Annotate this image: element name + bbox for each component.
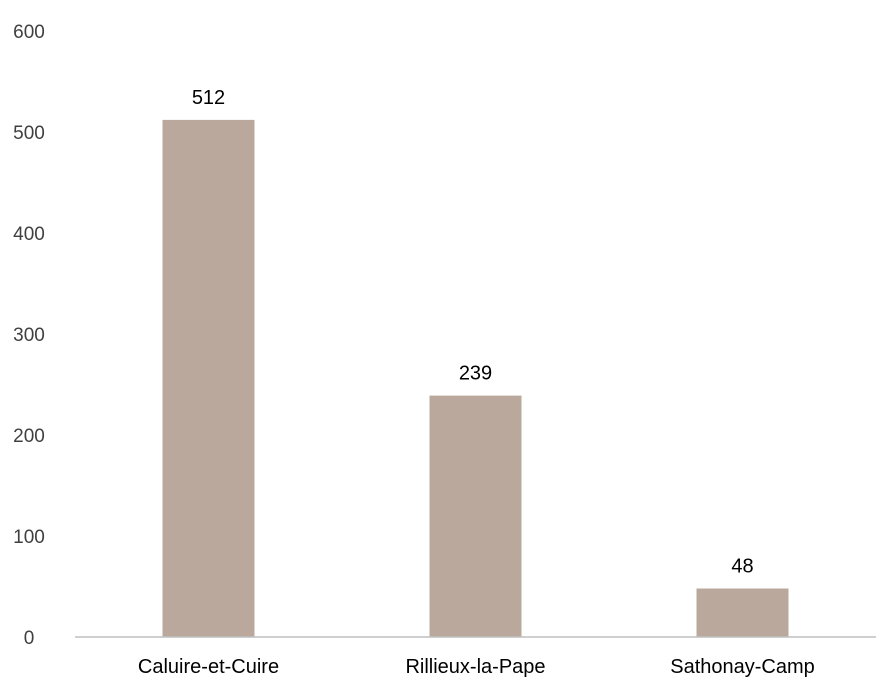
- data-label: 48: [731, 556, 753, 578]
- bars: [162, 119, 789, 637]
- y-tick-label: 600: [13, 22, 45, 43]
- data-labels: 512 239 48: [192, 87, 754, 578]
- y-axis-ticks: 0 100 200 300 400 500 600: [13, 22, 45, 649]
- x-category-label: Rillieux-la-Pape: [405, 656, 545, 678]
- x-category-label: Caluire-et-Cuire: [138, 656, 279, 678]
- y-tick-label: 0: [24, 628, 35, 649]
- y-tick-label: 300: [13, 325, 45, 346]
- y-tick-label: 400: [13, 224, 45, 245]
- data-label: 512: [192, 87, 225, 109]
- y-tick-label: 100: [13, 527, 45, 548]
- y-tick-label: 200: [13, 426, 45, 447]
- bar: [696, 588, 789, 637]
- x-axis-categories: Caluire-et-Cuire Rillieux-la-Pape Sathonay…: [138, 656, 815, 678]
- data-label: 239: [459, 363, 492, 385]
- bar: [429, 395, 522, 637]
- x-category-label: Sathonay-Camp: [670, 656, 815, 678]
- y-tick-label: 500: [13, 123, 45, 144]
- bar: [162, 119, 255, 637]
